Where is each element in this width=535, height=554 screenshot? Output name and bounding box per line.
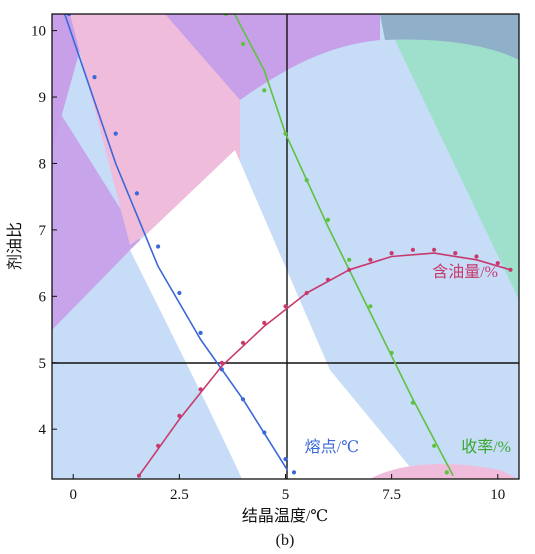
data-point-yield — [389, 350, 394, 355]
data-point-melting-point — [198, 330, 203, 335]
series-label-yield: 收率/% — [461, 438, 511, 456]
data-point-oil-content — [389, 251, 394, 256]
data-point-melting-point — [113, 131, 118, 136]
data-point-oil-content — [495, 261, 500, 266]
data-point-oil-content — [347, 267, 352, 272]
data-point-oil-content — [325, 277, 331, 282]
data-point-melting-point — [291, 470, 297, 475]
x-axis: 0 2.5 5 7.5 10 — [69, 474, 505, 503]
data-point-yield — [347, 257, 352, 262]
data-point-oil-content — [198, 387, 203, 392]
x-tick-label: 10 — [490, 487, 505, 503]
plot-area — [51, 13, 520, 480]
chart-subtitle: (b) — [276, 532, 295, 549]
data-point-oil-content — [368, 257, 373, 262]
x-tick-label: 7.5 — [382, 487, 401, 503]
data-point-oil-content — [283, 304, 288, 309]
data-point-melting-point — [240, 397, 246, 402]
series-label-melting-point: 熔点/℃ — [305, 438, 359, 456]
data-point-melting-point — [134, 191, 139, 196]
data-point-yield — [325, 217, 331, 222]
pink-region-bottom — [370, 463, 519, 479]
y-tick-label: 9 — [39, 90, 47, 106]
data-point-oil-content — [410, 247, 415, 252]
y-tick-label: 5 — [39, 356, 47, 372]
y-tick-label: 4 — [39, 422, 47, 438]
series-line-yield — [233, 14, 454, 477]
y-tick-label: 6 — [39, 289, 47, 305]
data-point-melting-point — [156, 244, 161, 249]
white-region — [130, 150, 420, 479]
data-point-oil-content — [474, 254, 479, 259]
data-point-melting-point — [177, 290, 182, 296]
data-point-yield — [410, 400, 415, 405]
data-point-oil-content — [177, 413, 182, 418]
x-tick-label: 2.5 — [170, 487, 189, 503]
data-point-yield — [304, 178, 309, 183]
data-point-yield — [240, 41, 246, 47]
data-point-oil-content — [304, 290, 309, 296]
data-point-oil-content — [219, 360, 224, 365]
y-axis: 4 5 6 7 8 9 10 — [31, 24, 57, 438]
purple-region-left — [52, 100, 140, 330]
x-axis-label: 结晶温度/℃ — [242, 507, 328, 525]
data-point-melting-point — [92, 75, 97, 80]
data-point-melting-point — [283, 457, 288, 462]
data-point-oil-content — [262, 320, 267, 325]
y-tick-label: 7 — [39, 223, 47, 239]
feasible-region-shading — [52, 14, 519, 479]
series-layer — [63, 14, 513, 478]
data-point-oil-content — [136, 473, 142, 478]
x-tick-label: 0 — [69, 487, 77, 503]
data-point-yield — [368, 304, 373, 309]
x-tick-label: 5 — [282, 487, 290, 503]
series-line-melting-point — [63, 14, 289, 471]
data-point-oil-content — [240, 340, 246, 345]
data-point-oil-content — [432, 247, 437, 252]
data-point-melting-point — [262, 430, 267, 435]
y-tick-label: 8 — [39, 156, 47, 172]
y-axis-label: 剂油比 — [6, 222, 24, 270]
series-label-oil-content: 含油量/% — [432, 263, 498, 281]
data-point-oil-content — [508, 267, 513, 272]
data-point-yield — [444, 470, 449, 475]
teal-region — [395, 39, 519, 300]
data-point-yield — [432, 443, 437, 448]
data-point-yield — [262, 88, 267, 93]
data-point-yield — [283, 131, 288, 136]
data-point-oil-content — [156, 443, 161, 448]
data-point-oil-content — [453, 251, 458, 256]
y-tick-label: 10 — [31, 24, 46, 40]
purple-region-top — [165, 14, 380, 100]
